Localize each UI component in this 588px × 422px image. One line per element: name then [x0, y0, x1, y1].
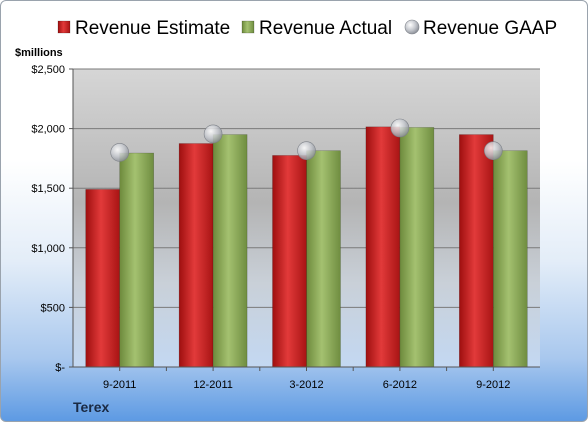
marker-revenue-gaap: [390, 118, 410, 138]
bar-revenue-estimate: [458, 134, 494, 368]
legend-label: Revenue GAAP: [423, 18, 557, 39]
x-tick-label: 9-2011: [103, 379, 136, 391]
y-tick-label: $1,000: [31, 243, 65, 255]
bar-revenue-actual: [212, 134, 248, 368]
bar-revenue-actual: [399, 127, 435, 368]
bar-revenue-estimate: [85, 189, 120, 368]
bar-revenue-actual: [492, 150, 528, 368]
legend-label: Revenue Estimate: [75, 18, 230, 39]
legend-label: Revenue Actual: [259, 18, 392, 39]
y-tick-label: $500: [41, 302, 65, 314]
bars: [85, 126, 528, 368]
gaap-markers: [110, 118, 503, 162]
y-tick-label: $1,500: [31, 183, 65, 195]
bar-revenue-estimate: [178, 143, 214, 368]
marker-revenue-gaap: [297, 141, 316, 160]
marker-revenue-gaap: [110, 143, 129, 162]
bar-revenue-estimate: [365, 126, 401, 368]
x-tick-label: 3-2012: [289, 379, 323, 391]
legend: Revenue Estimate Revenue Actual Revenue GA…: [57, 18, 557, 39]
x-tick-label: 12-2011: [193, 379, 233, 391]
bar-revenue-estimate: [272, 155, 307, 368]
x-tick-label: 6-2012: [383, 379, 417, 391]
legend-swatch-revenue-estimate: [57, 20, 71, 34]
y-axis-unit-label: $millions: [15, 47, 63, 59]
x-tick-label: 9-2012: [476, 379, 510, 391]
y-tick-label: $2,500: [31, 64, 65, 76]
marker-revenue-gaap: [483, 141, 503, 160]
y-tick-label: $-: [55, 362, 65, 374]
bar-revenue-actual: [119, 152, 154, 368]
bar-revenue-actual: [306, 150, 341, 368]
legend-swatch-revenue-gaap: [404, 19, 420, 35]
legend-swatch-revenue-actual: [241, 20, 255, 34]
marker-revenue-gaap: [203, 124, 223, 144]
axes: $- $500 $1,000 $1,500 $2,000 $2,500 9-2011 12-2…: [31, 64, 540, 391]
company-name: Terex: [73, 399, 110, 415]
y-tick-label: $2,000: [31, 124, 65, 136]
